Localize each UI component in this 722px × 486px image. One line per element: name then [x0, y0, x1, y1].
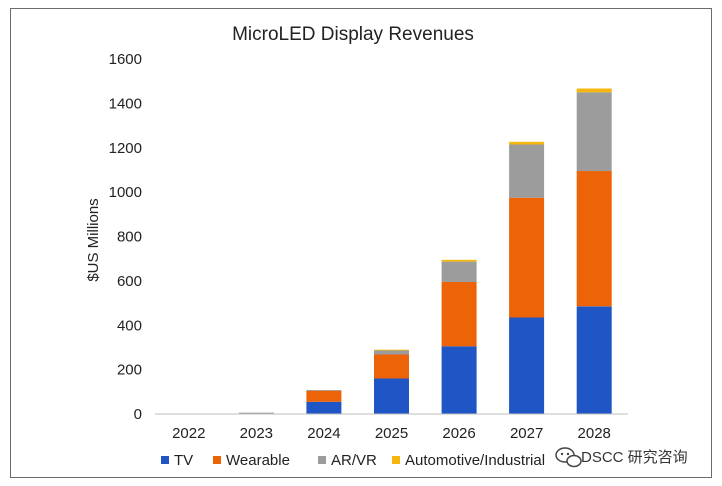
bar-2025-automotive-industrial [374, 349, 409, 351]
bar-2026-wearable [441, 282, 477, 347]
x-tick-label: 2023 [240, 425, 273, 442]
legend-swatch [392, 456, 400, 464]
legend-label: TV [174, 452, 193, 469]
x-tick-label: 2024 [307, 425, 340, 442]
y-tick-label: 200 [117, 362, 142, 379]
chart-title: MicroLED Display Revenues [232, 24, 474, 45]
y-tick-label: 1600 [109, 51, 142, 68]
bar-2026-tv [441, 346, 477, 414]
bar-2024-ar-vr [306, 390, 342, 391]
y-tick-label: 600 [117, 273, 142, 290]
bar-2025-wearable [374, 354, 409, 379]
bar-2028-automotive-industrial [576, 88, 612, 93]
x-tick-label: 2022 [172, 425, 205, 442]
legend-swatch [318, 456, 326, 464]
wechat-icon [555, 447, 582, 468]
bar-2028-tv [576, 306, 612, 414]
legend-swatch [213, 456, 221, 464]
bar-2027-automotive-industrial [509, 141, 545, 145]
watermark: DSCC 研究咨询 [555, 447, 688, 468]
bar-2025-ar-vr [374, 350, 409, 355]
legend-swatch [161, 456, 169, 464]
bar-2027-wearable [509, 197, 545, 318]
y-tick-label: 1200 [109, 140, 142, 157]
bar-2025-tv [374, 378, 409, 414]
bar-2027-ar-vr [509, 144, 545, 198]
bars [238, 88, 612, 415]
legend-label: Automotive/Industrial [405, 452, 545, 469]
x-tick-label: 2026 [442, 425, 475, 442]
legend: TV Wearable AR/VR Automotive/Industrial [161, 452, 545, 469]
legend-label: Wearable [226, 452, 290, 469]
bar-2028-wearable [576, 171, 612, 307]
legend-label: AR/VR [331, 452, 377, 469]
x-tick-label: 2028 [578, 425, 611, 442]
bar-2026-ar-vr [441, 261, 477, 282]
y-tick-label: 1400 [109, 95, 142, 112]
y-tick-label: 1000 [109, 184, 142, 201]
y-tick-label: 400 [117, 317, 142, 334]
bar-2024-tv [306, 401, 342, 414]
y-axis-label: $US Millions [85, 198, 102, 281]
y-tick-label: 0 [134, 406, 142, 423]
bar-2028-ar-vr [576, 92, 612, 172]
x-tick-label: 2027 [510, 425, 543, 442]
bar-2024-wearable [306, 390, 342, 402]
y-tick-label: 800 [117, 229, 142, 246]
bar-2026-automotive-industrial [441, 259, 477, 262]
x-axis: 2022 2023 2024 2025 2026 2027 2028 [172, 425, 611, 442]
x-tick-label: 2025 [375, 425, 408, 442]
bar-2023-ar-vr [238, 412, 274, 414]
watermark-text: DSCC 研究咨询 [581, 449, 688, 466]
bar-2027-tv [509, 317, 545, 414]
y-axis: 0 200 400 600 800 1000 1200 1400 1600 [109, 51, 142, 423]
